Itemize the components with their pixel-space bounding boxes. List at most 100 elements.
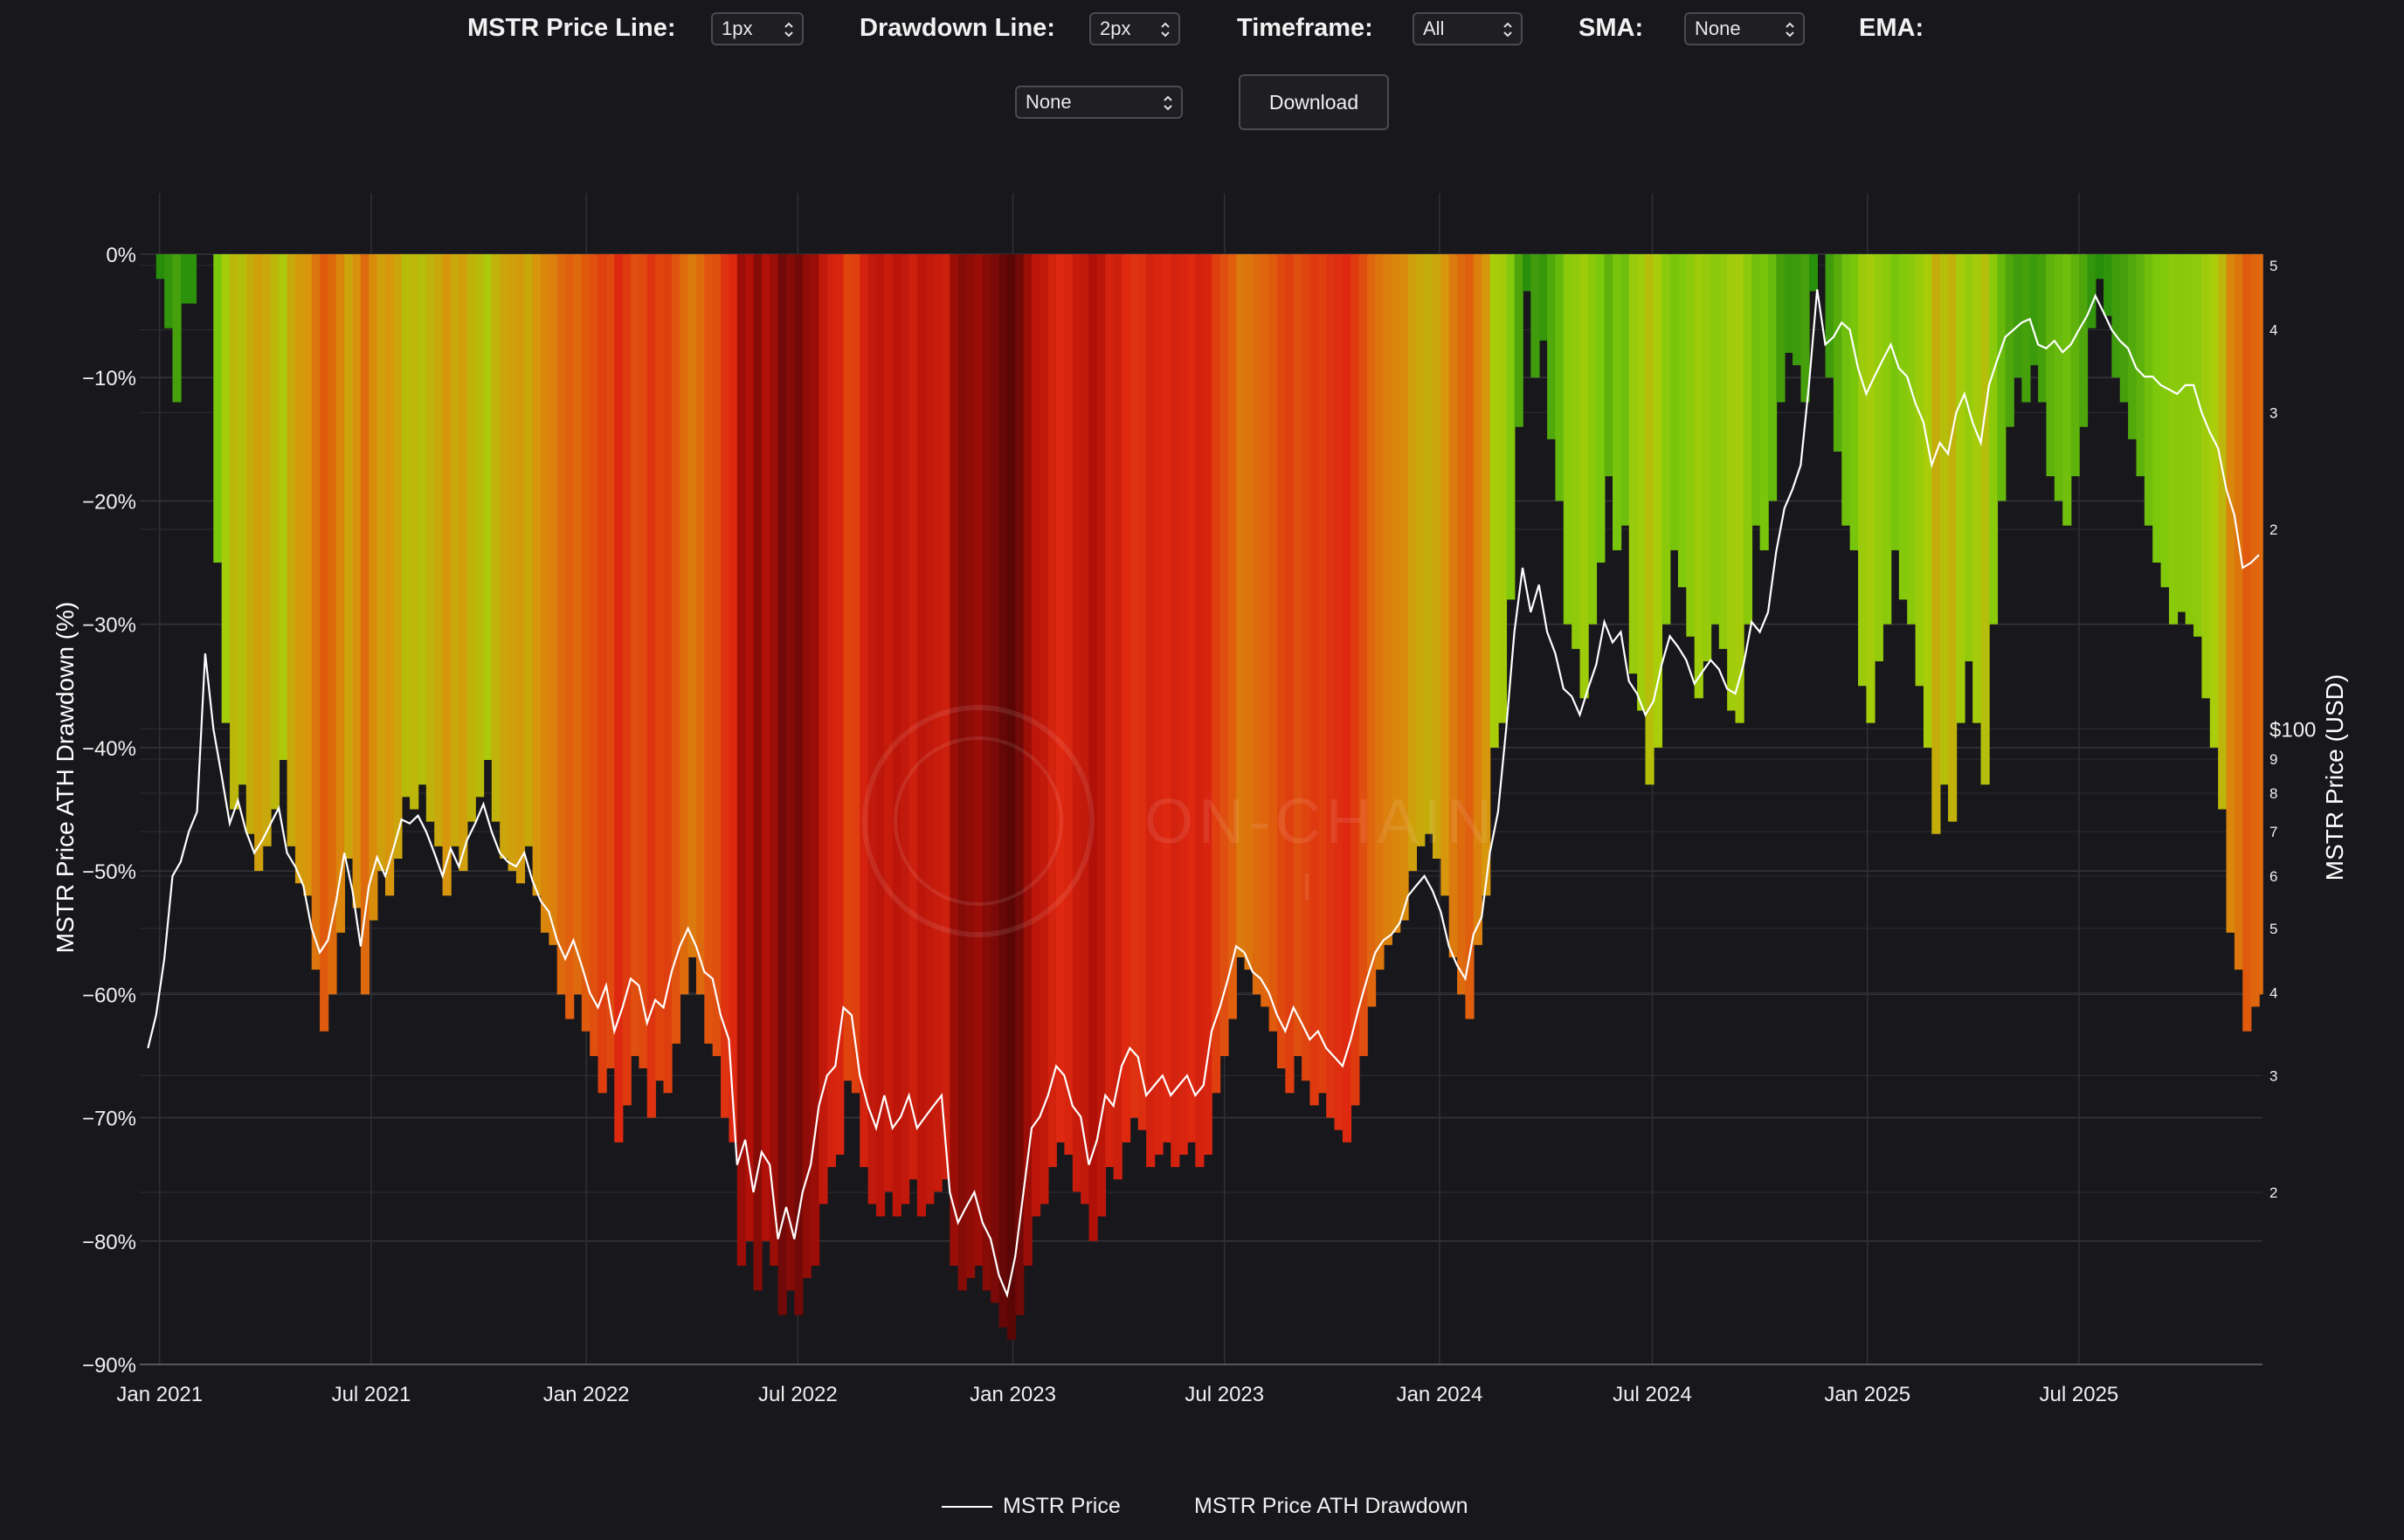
drawdown-bar: [532, 254, 542, 896]
x-tick-label: Jan 2022: [543, 1383, 630, 1406]
drawdown-bar: [1514, 254, 1523, 427]
drawdown-bar: [328, 254, 337, 995]
drawdown-bar: [590, 254, 599, 1056]
drawdown-bar: [1497, 254, 1508, 723]
drawdown-bar: [1808, 254, 1818, 292]
drawdown-bar: [1980, 254, 1990, 785]
drawdown-bar: [524, 254, 534, 846]
drawdown-bar: [2062, 254, 2072, 526]
x-tick-label: Jul 2023: [1185, 1383, 1264, 1406]
timeframe-label: Timeframe:: [1237, 14, 1373, 42]
drawdown-bar: [1898, 254, 1909, 600]
drawdown-bar: [966, 254, 976, 1279]
drawdown-bar: [925, 254, 935, 1205]
drawdown-bar: [2250, 254, 2260, 1007]
drawdown-bar: [1579, 254, 1589, 699]
drawdown-bar: [515, 254, 526, 884]
drawdown-bar: [287, 254, 296, 846]
drawdown-bar: [425, 254, 436, 822]
drawdown-bar: [2021, 254, 2031, 403]
drawdown-bar: [1031, 254, 1041, 1217]
price-line-select[interactable]: 1px: [711, 12, 804, 45]
drawdown-bar: [1195, 254, 1205, 1168]
y-right-tick-label: 4: [2269, 321, 2277, 338]
watermark-text: ON-CHAIN: [1144, 787, 1497, 857]
drawdown-bar: [1596, 254, 1606, 563]
drawdown-bar: [819, 254, 828, 1205]
drawdown-bar: [1735, 254, 1744, 723]
drawdown-bar: [2193, 254, 2203, 637]
drawdown-bar: [1252, 254, 1262, 995]
y-left-tick-label: −10%: [82, 367, 136, 390]
drawdown-bar: [736, 254, 746, 1267]
ema-select[interactable]: None: [1015, 86, 1183, 119]
drawdown-bar: [1948, 254, 1958, 822]
drawdown-bar: [450, 254, 460, 846]
drawdown-bar: [2152, 254, 2162, 563]
drawdown-bar: [712, 254, 722, 1056]
drawdown-bar: [687, 254, 697, 957]
drawdown-bar: [1113, 254, 1123, 1180]
drawdown-bar: [2087, 254, 2097, 328]
drawdown-bar: [1358, 254, 1368, 1056]
drawdown-bar: [614, 254, 624, 1143]
drawdown-bar: [1703, 254, 1712, 662]
drawdown-bar: [475, 254, 485, 798]
y-right-tick-label: 7: [2269, 824, 2277, 840]
drawdown-bar: [1923, 254, 1933, 748]
drawdown-bar: [1988, 254, 1999, 625]
drawdown-bar: [1882, 254, 1892, 625]
drawdown-bar: [1006, 254, 1017, 1340]
watermark: ON-CHAIN I: [862, 705, 1497, 937]
x-tick-label: Jul 2025: [2040, 1383, 2119, 1406]
legend-price[interactable]: MSTR Price: [1003, 1494, 1121, 1518]
drawdown-bar: [483, 254, 493, 761]
drawdown-bar: [360, 254, 370, 995]
drawdown-bar: [369, 254, 378, 921]
drawdown-bar: [1146, 254, 1156, 1168]
drawdown-bar: [2201, 254, 2211, 699]
drawdown-bar: [1530, 254, 1540, 378]
legend-price-swatch: [942, 1506, 992, 1508]
drawdown-bar: [1047, 254, 1057, 1168]
y-right-tick-label: $100: [2269, 718, 2316, 742]
y-left-tick-label: −50%: [82, 860, 136, 884]
drawdown-bar: [2029, 254, 2039, 366]
drawdown-line-select[interactable]: 2px: [1089, 12, 1180, 45]
x-tick-label: Jan 2024: [1397, 1383, 1483, 1406]
sma-label: SMA:: [1578, 14, 1644, 42]
drawdown-bar: [2054, 254, 2063, 501]
drawdown-bar: [2168, 254, 2179, 625]
legend-drawdown[interactable]: MSTR Price ATH Drawdown: [1194, 1494, 1468, 1518]
drawdown-bar: [1276, 254, 1287, 1069]
drawdown-bar: [1572, 254, 1581, 649]
drawdown-bar: [721, 254, 730, 1118]
drawdown-bar: [1261, 254, 1270, 1007]
timeframe-select[interactable]: All: [1413, 12, 1523, 45]
drawdown-line-label: Drawdown Line:: [860, 14, 1055, 42]
drawdown-bar: [172, 254, 182, 403]
watermark-logo-inner: [894, 736, 1063, 906]
drawdown-bar: [811, 254, 820, 1267]
drawdown-bar: [884, 254, 894, 1192]
drawdown-bar: [1825, 254, 1834, 378]
sma-select[interactable]: None: [1684, 12, 1805, 45]
drawdown-bar: [998, 254, 1008, 1328]
drawdown-bar: [311, 254, 321, 970]
download-button[interactable]: Download: [1239, 74, 1389, 130]
drawdown-line-value: 2px: [1100, 17, 1131, 39]
drawdown-bar: [1833, 254, 1843, 452]
y-right-tick-label: 3: [2269, 1067, 2277, 1084]
drawdown-bar: [491, 254, 501, 822]
drawdown-bar: [508, 254, 517, 872]
drawdown-bar: [1727, 254, 1737, 711]
drawdown-bar: [1669, 254, 1679, 550]
drawdown-bar: [2070, 254, 2080, 477]
drawdown-bar: [344, 254, 354, 859]
drawdown-bar: [1686, 254, 1696, 637]
drawdown-bar: [1613, 254, 1622, 550]
drawdown-bar: [770, 254, 779, 1267]
drawdown-bar: [753, 254, 763, 1291]
drawdown-bar: [671, 254, 681, 1044]
drawdown-bar: [1751, 254, 1761, 526]
